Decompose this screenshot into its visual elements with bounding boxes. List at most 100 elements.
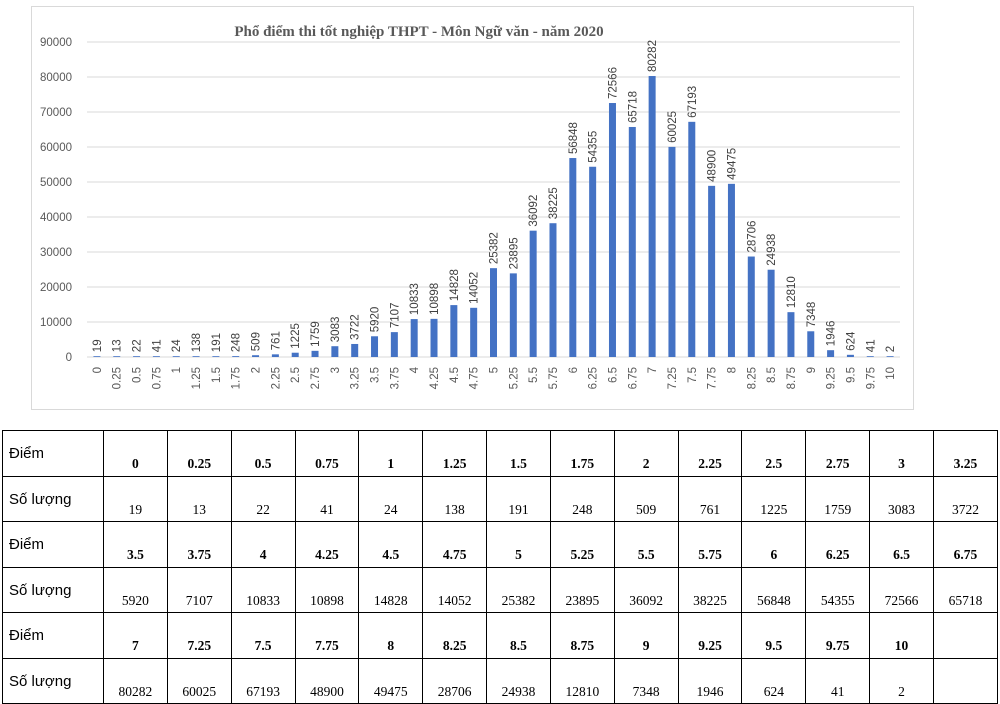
x-tick-label: 7.5	[687, 367, 699, 383]
data-label: 13	[112, 339, 124, 352]
bar	[232, 356, 240, 357]
score-cell: 1.75	[549, 430, 615, 477]
data-label: 7107	[389, 303, 401, 329]
score-cell: 5.75	[677, 521, 743, 568]
y-axis-ticks: 0 10000 20000 30000 40000 50000 60000 70000 8000…	[40, 37, 72, 364]
x-tick-label: 3.25	[350, 367, 362, 389]
data-label: 3722	[350, 314, 362, 340]
count-cell: 25382	[486, 567, 551, 613]
score-cell: 9	[613, 612, 679, 659]
data-label: 38225	[548, 187, 560, 219]
score-cell: 1.25	[422, 430, 488, 477]
score-cell: 10	[869, 612, 934, 659]
bar	[410, 319, 418, 357]
count-cell	[932, 658, 999, 704]
y-tick-label: 0	[66, 352, 72, 364]
count-cell: 14828	[358, 567, 424, 613]
data-label: 1759	[310, 321, 322, 347]
count-cell: 65718	[932, 567, 999, 613]
bar	[668, 146, 676, 357]
score-cell: 2	[613, 430, 679, 477]
data-label: 7348	[806, 302, 818, 328]
count-cell: 1946	[677, 658, 743, 704]
bar	[846, 354, 854, 357]
data-label: 65718	[627, 91, 639, 123]
count-cell: 7348	[613, 658, 679, 704]
bar	[331, 346, 339, 357]
data-label: 22	[132, 339, 144, 352]
data-label: 624	[845, 331, 857, 351]
score-cell: 7	[103, 612, 168, 659]
data-label: 48900	[707, 150, 719, 182]
bars	[93, 76, 894, 358]
count-row-label: Số lượng	[2, 476, 104, 522]
score-cell: 7.5	[230, 612, 296, 659]
score-cell: 4.25	[294, 521, 360, 568]
count-cell: 7107	[166, 567, 232, 613]
count-cell: 23895	[549, 567, 615, 613]
data-labels: 19 13 22 41 24 138 191 248 509 761 1225 1759 3083 372…	[92, 40, 897, 352]
count-row: Số lượng 80282 60025 67193 48900 49475 28706 24…	[2, 658, 999, 704]
bar	[490, 268, 497, 357]
data-label: 138	[191, 333, 203, 352]
data-label: 72566	[607, 67, 619, 99]
score-cell: 4.75	[422, 521, 488, 568]
x-tick-label: 5.5	[528, 367, 540, 383]
score-cell: 6.25	[805, 521, 871, 568]
x-tick-label: 2	[251, 367, 263, 373]
score-cell: 6	[741, 521, 807, 568]
score-cell: 3	[869, 430, 934, 477]
x-tick-label: 4.25	[429, 367, 441, 389]
count-cell: 14052	[422, 567, 488, 613]
count-row: Số lượng 5920 7107 10833 10898 14828 14052 2538…	[2, 567, 999, 613]
count-cell: 10898	[294, 567, 360, 613]
chart-title: Phổ điểm thi tốt nghiệp THPT - Môn Ngữ v…	[234, 24, 603, 40]
x-tick-label: 8	[726, 367, 738, 373]
bar	[311, 350, 319, 357]
x-tick-label: 9.5	[845, 367, 857, 383]
bar	[113, 356, 121, 357]
score-cell: 5.5	[613, 521, 679, 568]
count-cell: 2	[869, 658, 934, 704]
bar	[807, 331, 815, 357]
gridlines	[87, 41, 900, 358]
count-cell: 38225	[677, 567, 743, 613]
data-label: 3083	[330, 317, 342, 343]
score-cell: 6.75	[932, 521, 999, 568]
x-tick-label: 9.75	[865, 367, 877, 389]
bar	[886, 356, 894, 357]
x-tick-label: 8.5	[766, 367, 778, 383]
y-tick-label: 20000	[40, 282, 72, 294]
data-label: 41	[865, 339, 877, 352]
score-cell: 3.5	[103, 521, 168, 568]
bar	[291, 352, 299, 357]
x-tick-label: 8.75	[786, 367, 798, 389]
bar	[371, 336, 379, 357]
count-row-label: Số lượng	[2, 658, 104, 704]
count-cell: 19	[103, 476, 168, 522]
y-tick-label: 40000	[40, 212, 72, 224]
score-cell: 7.75	[294, 612, 360, 659]
score-cell: 9.25	[677, 612, 743, 659]
count-row: Số lượng 19 13 22 41 24 138 191 248 509 761 1225 175…	[2, 476, 999, 522]
score-cell: 2.25	[677, 430, 743, 477]
score-cell: 0	[103, 430, 168, 477]
y-tick-label: 30000	[40, 247, 72, 259]
data-label: 49475	[726, 148, 738, 180]
x-tick-label: 9	[806, 367, 818, 373]
y-tick-label: 70000	[40, 107, 72, 119]
data-label: 41	[151, 339, 163, 352]
x-tick-label: 1.5	[211, 367, 223, 383]
x-tick-label: 5.25	[508, 367, 520, 389]
data-label: 509	[251, 332, 263, 351]
x-tick-label: 1	[171, 367, 183, 373]
score-cell: 0.75	[294, 430, 360, 477]
bar	[152, 356, 160, 357]
data-label: 54355	[588, 131, 600, 163]
bar	[172, 356, 180, 357]
count-cell: 80282	[103, 658, 168, 704]
count-cell: 48900	[294, 658, 360, 704]
score-cell: 8.25	[422, 612, 488, 659]
data-label: 5920	[370, 307, 382, 333]
data-label: 761	[270, 331, 282, 350]
